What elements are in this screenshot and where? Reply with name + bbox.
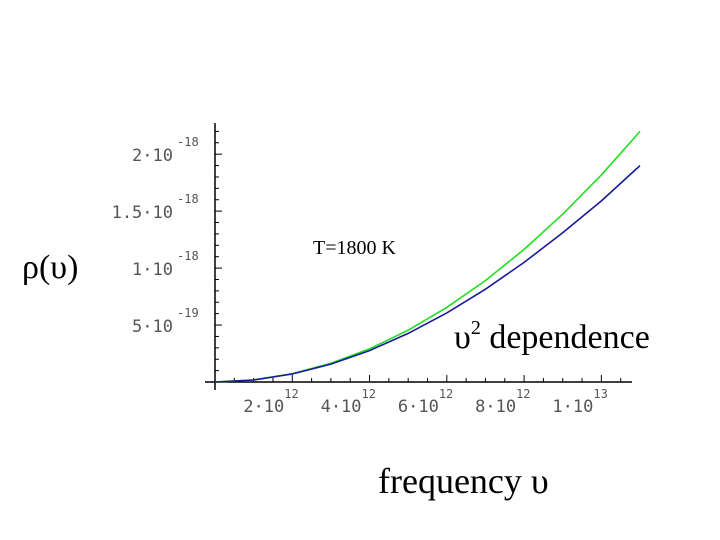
x-tick-label: 1·10 [552, 397, 593, 417]
y-tick-exponent: -18 [177, 192, 199, 206]
series-line-2 [214, 165, 641, 383]
x-tick-exponent: 12 [439, 387, 453, 401]
temperature-annotation: T=1800 K [313, 237, 396, 259]
dependence-base: υ [454, 319, 471, 356]
ticks: 2·10124·10126·10128·10121·10135·10-191·1… [112, 130, 622, 417]
y-tick-label: 1·10 [132, 260, 173, 280]
dependence-rest: dependence [481, 319, 650, 356]
x-tick-label: 2·10 [243, 397, 284, 417]
y-tick-exponent: -18 [177, 135, 199, 149]
x-tick-exponent: 12 [362, 387, 376, 401]
x-tick-exponent: 13 [593, 387, 607, 401]
x-tick-label: 6·10 [398, 397, 439, 417]
x-tick-label: 8·10 [475, 397, 516, 417]
x-axis-label: frequency υ [378, 461, 549, 501]
x-tick-label: 4·10 [321, 397, 362, 417]
dependence-exponent: 2 [471, 317, 481, 339]
y-tick-label: 5·10 [132, 317, 173, 337]
y-tick-label: 2·10 [132, 146, 173, 166]
dependence-annotation: υ2 dependence [454, 317, 650, 356]
y-axis-label: ρ(υ) [22, 249, 78, 286]
x-tick-exponent: 12 [516, 387, 530, 401]
y-tick-exponent: -18 [177, 249, 199, 263]
x-tick-exponent: 12 [284, 387, 298, 401]
series-layer [214, 130, 641, 383]
y-tick-label: 1.5·10 [112, 203, 173, 223]
y-tick-exponent: -19 [177, 306, 199, 320]
